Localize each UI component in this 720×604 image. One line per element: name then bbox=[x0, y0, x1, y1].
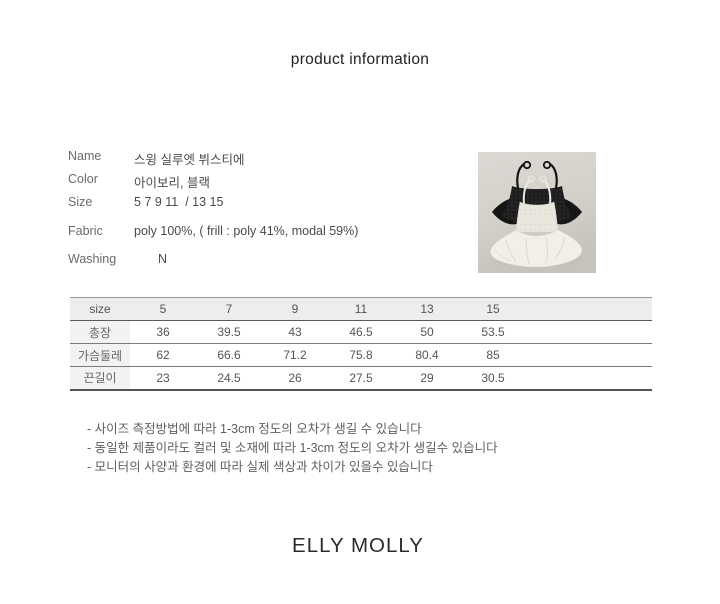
size-table-row: 가슴둘레 62 66.6 71.2 75.8 80.4 85 bbox=[70, 343, 652, 367]
size-table-cell: 53.5 bbox=[481, 325, 505, 339]
size-table-header-cell: 11 bbox=[354, 302, 368, 316]
size-table-row: 총장 36 39.5 43 46.5 50 53.5 bbox=[70, 320, 652, 344]
size-table-header-filler bbox=[526, 298, 652, 321]
info-value-name: 스윙 실루엣 뷔스티에 bbox=[134, 153, 245, 167]
size-table-header-label: size bbox=[89, 302, 111, 316]
size-table-cell: 39.5 bbox=[217, 325, 241, 339]
info-value-size: 5 7 9 11 / 13 15 bbox=[134, 195, 224, 209]
brand-logo-text: ELLY MOLLY bbox=[292, 534, 424, 557]
info-label-washing: Washing bbox=[68, 252, 117, 266]
info-label-name: Name bbox=[68, 149, 102, 163]
size-table-header-cell: 15 bbox=[486, 302, 500, 316]
size-table-cell-filler bbox=[526, 344, 652, 367]
size-table-header-row: size 5 7 9 11 13 15 bbox=[70, 297, 652, 321]
size-table-cell: 43 bbox=[288, 325, 302, 339]
size-table-cell-filler bbox=[526, 367, 652, 390]
size-table-body: 총장 36 39.5 43 46.5 50 53.5 가슴둘레 62 66.6 71.2 75.8 80… bbox=[70, 320, 652, 390]
size-table-cell: 85 bbox=[486, 348, 500, 362]
note-line: - 모니터의 사양과 환경에 따라 실제 색상과 차이가 있을수 있습니다 bbox=[87, 460, 433, 474]
info-label-fabric: Fabric bbox=[68, 224, 103, 238]
size-table-cell: 23 bbox=[156, 370, 170, 385]
size-table-cell-filler bbox=[526, 321, 652, 344]
size-table-row-label: 끈길이 bbox=[70, 366, 130, 390]
product-photo-illustration bbox=[478, 152, 596, 273]
size-table-cell: 71.2 bbox=[283, 348, 307, 362]
size-table-cell: 26 bbox=[288, 370, 302, 385]
page-title: product information bbox=[290, 51, 430, 68]
note-line: - 사이즈 측정방법에 따라 1-3cm 정도의 오차가 생길 수 있습니다 bbox=[87, 422, 422, 436]
size-table-cell: 46.5 bbox=[349, 325, 373, 339]
size-table-cell: 50 bbox=[420, 325, 434, 339]
info-value-color: 아이보리, 블랙 bbox=[134, 176, 210, 190]
size-table-cell: 62 bbox=[156, 348, 170, 362]
size-table-cell: 30.5 bbox=[481, 370, 505, 385]
size-table-row: 끈길이 23 24.5 26 27.5 29 30.5 bbox=[70, 366, 652, 390]
size-table-row-label: 총장 bbox=[70, 320, 130, 344]
size-table-cell: 66.6 bbox=[217, 348, 241, 362]
size-table-cell: 36 bbox=[156, 325, 170, 339]
size-table-row-label: 가슴둘레 bbox=[70, 343, 130, 367]
size-table-cell: 75.8 bbox=[349, 348, 373, 362]
size-table-header-cell: 7 bbox=[225, 302, 233, 316]
ivory-bustier bbox=[490, 175, 583, 268]
size-table-cell: 24.5 bbox=[217, 370, 241, 385]
info-label-size: Size bbox=[68, 195, 93, 209]
size-table: size 5 7 9 11 13 15 총장 36 39.5 43 46.5 50 53.5 가슴둘레 62… bbox=[70, 297, 652, 391]
info-label-color: Color bbox=[68, 172, 98, 186]
info-value-fabric: poly 100%, ( frill : poly 41%, modal 59%… bbox=[134, 224, 359, 238]
note-line: - 동일한 제품이라도 컬러 및 소재에 따라 1-3cm 정도의 오차가 생길… bbox=[87, 441, 498, 455]
size-table-header-cell: 9 bbox=[291, 302, 299, 316]
size-table-cell: 27.5 bbox=[349, 370, 373, 385]
info-value-washing: N bbox=[158, 252, 168, 266]
size-table-cell: 80.4 bbox=[415, 348, 439, 362]
notes-list: - 사이즈 측정방법에 따라 1-3cm 정도의 오차가 생길 수 있습니다 - … bbox=[87, 420, 498, 477]
size-table-header-cell: 5 bbox=[159, 302, 167, 316]
size-table-cell: 29 bbox=[420, 370, 434, 385]
product-photo bbox=[478, 152, 596, 273]
size-table-header-cell: 13 bbox=[420, 302, 434, 316]
